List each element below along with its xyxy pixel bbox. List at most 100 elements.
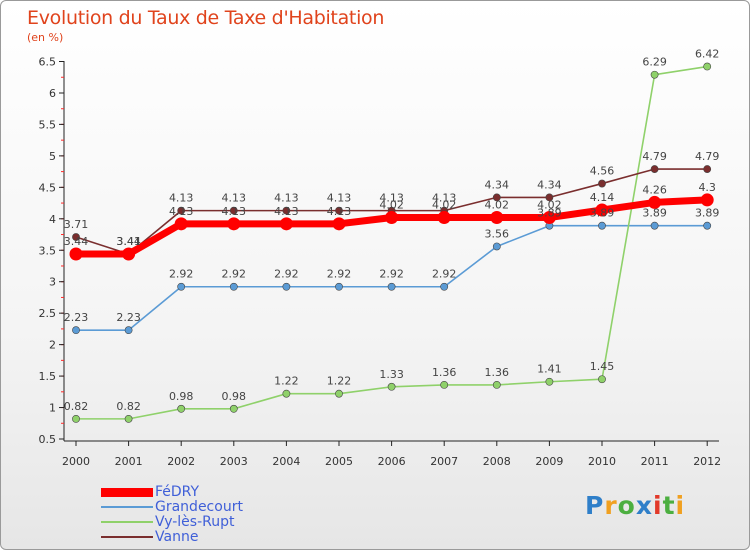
data-point	[229, 282, 238, 291]
data-point	[72, 326, 80, 335]
y-tick: 2.5	[39, 307, 64, 320]
chart-title: Evolution du Taux de Taxe d'Habitation	[27, 7, 385, 29]
data-label: 2.92	[274, 268, 299, 281]
logo-letter: r	[604, 491, 618, 520]
legend-swatch	[101, 536, 153, 538]
y-tick-label: 2	[49, 339, 56, 352]
data-point	[703, 165, 712, 173]
series-labels: 3.44 3.414.13 4.13 4.13 4.13 4.02 4.02 4.02 4.02…	[64, 48, 720, 413]
data-label: 6.29	[642, 56, 667, 69]
data-point	[229, 206, 238, 215]
data-point	[545, 377, 554, 386]
series-2	[72, 62, 712, 423]
data-point	[492, 193, 501, 202]
data-label: 3.89	[537, 207, 562, 220]
data-label: 1.41	[537, 363, 562, 376]
y-tick-label: 2.5	[39, 307, 57, 320]
data-label: 1.36	[485, 366, 510, 379]
data-point	[490, 211, 504, 225]
data-label: 4.02	[485, 199, 510, 212]
data-label: 3.89	[695, 207, 720, 220]
data-point	[542, 211, 556, 225]
proxiti-logo: Proxiti	[585, 491, 685, 520]
data-label: 4.34	[485, 178, 510, 191]
data-point	[650, 165, 659, 173]
legend-label: Grandecourt	[155, 499, 243, 515]
data-label: 4.13	[327, 205, 352, 218]
y-tick-label: 5.5	[39, 118, 57, 131]
data-point	[122, 247, 136, 261]
data-label: 4.02	[537, 199, 562, 212]
data-label: 4.26	[642, 183, 667, 196]
y-tick: 0.5	[39, 433, 64, 446]
y-tick: 5	[49, 150, 64, 163]
data-label: 0.98	[169, 390, 194, 403]
data-point	[177, 404, 186, 413]
legend-label: FéDRY	[155, 484, 200, 500]
data-point	[387, 282, 396, 291]
legend-swatch	[101, 506, 153, 508]
data-label: 4.14	[590, 191, 615, 204]
series-1	[72, 221, 712, 335]
y-tick-label: 3	[49, 276, 56, 289]
logo-letter: i	[653, 491, 663, 520]
data-label: 3.44	[116, 235, 141, 248]
data-point	[282, 389, 291, 398]
x-tick-label: 2011	[641, 455, 669, 468]
data-point	[440, 282, 449, 291]
y-tick-label: 1.5	[39, 370, 57, 383]
data-label: 0.98	[222, 390, 247, 403]
data-label: 1.22	[327, 375, 352, 388]
data-label: 3.41	[116, 235, 141, 248]
y-tick-label: 4.5	[39, 181, 57, 194]
data-point	[437, 211, 451, 225]
y-tick: 5.5	[39, 118, 64, 131]
data-label: 4.02	[432, 199, 457, 212]
data-label: 4.13	[169, 192, 194, 205]
data-point	[177, 282, 186, 291]
data-point	[492, 242, 501, 251]
data-label: 4.3	[698, 181, 716, 194]
data-label: 0.82	[116, 400, 141, 413]
y-tick-label: 6	[49, 87, 56, 100]
data-label: 3.56	[485, 227, 510, 240]
x-tick-label: 2004	[272, 455, 300, 468]
x-tick-label: 2007	[430, 455, 458, 468]
data-point	[174, 217, 188, 231]
logo-letter: o	[617, 491, 636, 520]
data-point	[598, 221, 606, 230]
y-tick-label: 0.5	[39, 433, 57, 446]
logo-letter: t	[662, 491, 676, 520]
data-label: 4.13	[222, 192, 247, 205]
series-0	[69, 193, 714, 261]
y-tick: 2	[49, 339, 64, 352]
data-label: 4.13	[169, 205, 194, 218]
y-tick: 3	[49, 276, 64, 289]
data-point	[598, 179, 606, 188]
data-point	[335, 389, 343, 398]
data-label: 2.23	[116, 311, 141, 324]
data-point	[332, 217, 346, 231]
data-label: 4.13	[432, 192, 457, 205]
data-point	[279, 217, 293, 231]
data-label: 2.92	[432, 268, 457, 281]
data-label: 1.45	[590, 360, 615, 373]
data-point	[124, 414, 133, 423]
data-label: 2.23	[64, 311, 89, 324]
x-tick-label: 2010	[588, 455, 616, 468]
data-label: 6.42	[695, 48, 720, 61]
data-point	[650, 70, 659, 79]
data-point	[703, 221, 712, 230]
data-label: 0.82	[64, 400, 89, 413]
data-label: 4.13	[327, 192, 352, 205]
data-label: 4.13	[222, 205, 247, 218]
data-label: 4.56	[590, 165, 615, 178]
data-label: 4.13	[274, 205, 299, 218]
data-label: 3.89	[590, 207, 615, 220]
data-point	[227, 217, 241, 231]
data-point	[492, 380, 501, 389]
logo-letter: i	[675, 491, 686, 520]
data-label: 4.13	[379, 192, 404, 205]
x-tick-label: 2008	[483, 455, 511, 468]
y-tick: 6	[49, 87, 64, 100]
